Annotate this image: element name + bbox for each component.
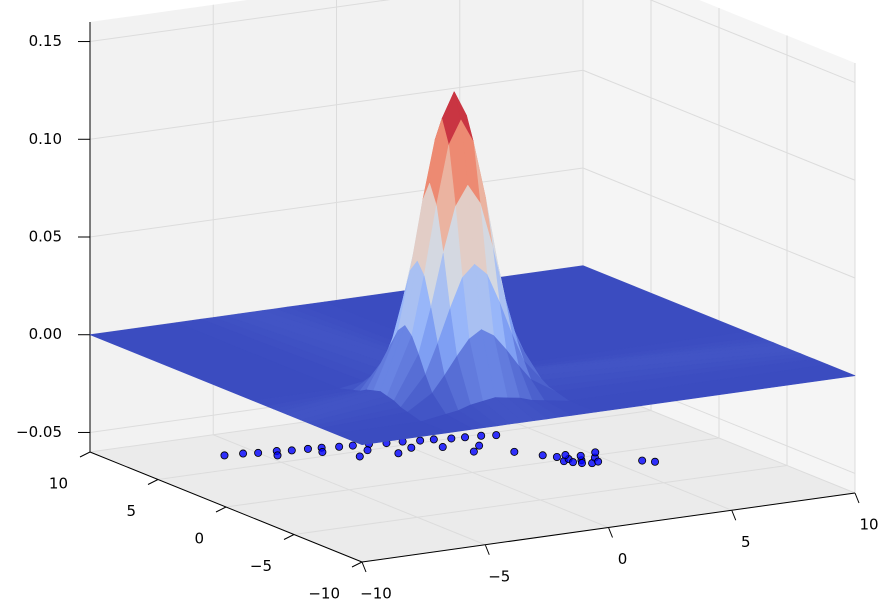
scatter-point — [650, 457, 659, 466]
scatter-point — [355, 452, 364, 461]
grid-line — [89, 0, 391, 43]
y-axis — [89, 451, 363, 563]
y-tick-label: 0 — [194, 530, 204, 548]
z-tick-label: 0.00 — [29, 325, 62, 343]
scatter-point — [576, 451, 585, 460]
scatter-point — [492, 431, 501, 440]
scatter-point — [538, 451, 547, 460]
scatter-point — [638, 456, 647, 465]
scatter-point — [394, 449, 403, 458]
grid-line — [649, 0, 856, 84]
y-tick-label: 5 — [126, 502, 136, 520]
tick-mark — [484, 544, 490, 555]
scatter-point — [461, 433, 470, 442]
scatter-point — [273, 451, 282, 460]
scatter-point — [363, 446, 372, 455]
tick-mark — [361, 561, 367, 573]
z-tick-label: −0.05 — [16, 423, 62, 441]
y-tick-label: 10 — [49, 475, 68, 493]
grid-line — [89, 167, 584, 238]
scatter-point — [475, 441, 484, 450]
scatter-point — [416, 436, 425, 445]
scatter-point — [477, 431, 486, 440]
scatter-point — [594, 457, 603, 466]
scatter-point — [429, 435, 438, 444]
scatter-point — [239, 449, 248, 458]
scatter-point — [568, 458, 577, 467]
tick-mark — [608, 527, 613, 538]
tick-mark — [215, 506, 227, 513]
x-tick-label: 0 — [618, 550, 628, 568]
scatter-point — [407, 443, 416, 452]
scatter-point — [591, 448, 600, 457]
x-axis — [361, 492, 856, 563]
surface-patch — [334, 421, 449, 446]
grid-line — [225, 437, 720, 508]
grid-line — [89, 69, 584, 140]
y-tick-label: −5 — [250, 557, 272, 575]
scatter-point — [552, 452, 561, 461]
scatter-point — [335, 442, 344, 451]
scatter-point — [510, 447, 519, 456]
scatter-point — [438, 443, 447, 452]
x-tick-label: 10 — [859, 516, 878, 534]
y-tick-label: −10 — [308, 585, 340, 603]
scatter-point — [287, 446, 296, 455]
z-tick-label: 0.05 — [29, 228, 62, 246]
tick-mark — [283, 534, 295, 540]
scatter-point — [577, 459, 586, 468]
x-tick-label: −5 — [488, 567, 510, 585]
scatter-point — [469, 447, 478, 456]
tick-mark — [147, 479, 159, 485]
x-tick-label: 5 — [741, 533, 751, 551]
grid-line — [293, 465, 788, 535]
tick-mark — [854, 492, 860, 504]
tick-mark — [351, 561, 363, 568]
scatter-point — [348, 441, 357, 450]
scatter-point — [303, 444, 312, 453]
z-tick-label: 0.10 — [29, 130, 62, 148]
z-tick-label: 0.15 — [29, 32, 62, 50]
x-tick-label: −10 — [360, 585, 392, 603]
grid-line — [582, 69, 856, 181]
tick-mark — [731, 510, 737, 521]
scatter-point — [254, 448, 263, 457]
scatter-point — [447, 434, 456, 443]
tick-mark — [79, 451, 91, 458]
scatter-point — [220, 451, 229, 460]
scatter-point — [561, 451, 570, 460]
scatter-point — [318, 448, 327, 457]
grid-line — [582, 167, 856, 279]
